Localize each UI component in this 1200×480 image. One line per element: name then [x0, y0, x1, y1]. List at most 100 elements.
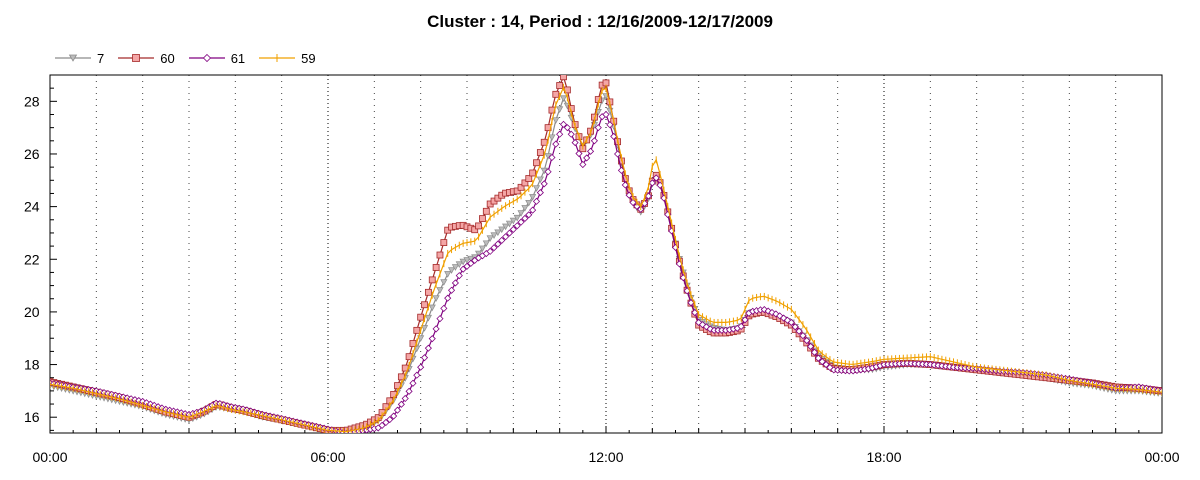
data-point-7	[455, 261, 463, 268]
data-point-61	[409, 379, 417, 387]
data-point-7	[467, 255, 475, 263]
legend-label-61: 61	[230, 50, 246, 66]
data-point-61	[737, 322, 745, 330]
data-point-60	[432, 264, 440, 271]
data-point-61	[590, 137, 598, 145]
data-point-61	[432, 325, 440, 333]
data-point-61	[799, 332, 807, 340]
data-point-7	[490, 232, 498, 240]
data-point-61	[575, 149, 583, 158]
legend-item-61: 61	[188, 50, 246, 66]
series-line-7	[50, 94, 1162, 433]
data-point-7	[474, 250, 483, 258]
data-point-61	[648, 179, 656, 187]
data-point-61	[822, 360, 830, 369]
data-point-61	[417, 363, 425, 371]
data-point-61	[791, 323, 799, 331]
data-point-61	[405, 387, 413, 395]
data-point-61	[621, 181, 629, 189]
x-tick-label: 00:00	[1144, 449, 1179, 465]
data-point-7	[509, 217, 517, 225]
data-point-61	[617, 166, 626, 174]
data-point-60	[529, 169, 537, 177]
data-point-61	[378, 421, 386, 429]
data-point-61	[606, 121, 614, 129]
data-point-61	[451, 279, 459, 287]
data-point-61	[502, 233, 510, 241]
data-point-61	[498, 236, 506, 244]
legend-item-60: 60	[118, 50, 175, 66]
data-point-61	[814, 354, 822, 362]
y-tick-label: 18	[24, 357, 40, 373]
data-point-60	[536, 149, 544, 156]
data-point-61	[691, 309, 699, 317]
data-point-7	[486, 235, 494, 242]
data-point-7	[559, 95, 568, 102]
y-tick-label: 24	[24, 199, 40, 215]
data-point-60	[471, 226, 479, 234]
data-point-61	[509, 225, 517, 233]
data-point-61	[455, 272, 463, 280]
data-point-7	[436, 287, 444, 294]
x-tick-label: 12:00	[588, 449, 623, 465]
x-tick-label: 18:00	[866, 449, 901, 465]
series-line-60	[50, 75, 1162, 431]
data-point-61	[436, 315, 444, 323]
data-point-61	[517, 218, 525, 226]
data-point-61	[486, 247, 494, 255]
data-point-60	[525, 175, 533, 182]
data-point-61	[571, 138, 579, 147]
data-point-61	[810, 348, 819, 356]
y-tick-label: 28	[24, 93, 40, 109]
data-point-61	[447, 286, 456, 294]
legend-label-59: 59	[301, 50, 316, 66]
data-point-7	[529, 194, 537, 201]
data-point-61	[687, 299, 695, 307]
data-point-60	[533, 159, 540, 167]
data-point-60	[413, 326, 421, 334]
data-point-61	[420, 354, 429, 362]
data-point-61	[505, 229, 514, 237]
y-tick-label: 20	[24, 304, 40, 320]
data-point-7	[513, 214, 521, 222]
data-point-7	[451, 264, 460, 271]
data-point-7	[459, 258, 467, 266]
legend-swatch-7	[55, 54, 91, 62]
series-7	[50, 93, 1162, 433]
data-point-60	[436, 251, 444, 259]
data-point-61	[594, 124, 602, 132]
data-point-7	[432, 295, 440, 302]
data-point-7	[556, 106, 564, 113]
data-point-60	[521, 179, 529, 187]
data-point-61	[548, 153, 556, 162]
data-point-61	[413, 371, 421, 379]
data-point-61	[467, 259, 475, 267]
legend-item-7: 7	[55, 51, 104, 66]
chart-legend: 7 60 61 59	[55, 48, 330, 68]
data-point-7	[424, 314, 432, 322]
data-point-7	[552, 117, 560, 124]
data-point-61	[818, 358, 826, 366]
legend-swatch-59	[259, 54, 296, 62]
legend-label-60: 60	[160, 50, 175, 66]
legend-swatch-60	[118, 54, 155, 62]
data-point-61	[393, 406, 402, 414]
data-point-7	[502, 223, 510, 231]
y-tick-label: 22	[24, 251, 40, 267]
data-point-61	[444, 294, 452, 302]
data-point-7	[440, 279, 448, 286]
legend-swatch-61	[188, 53, 225, 63]
data-point-61	[459, 265, 467, 273]
data-point-61	[610, 132, 618, 140]
data-point-60	[440, 239, 448, 246]
data-point-61	[559, 120, 568, 128]
data-point-61	[397, 400, 405, 408]
data-point-61	[583, 154, 591, 162]
data-point-7	[525, 199, 533, 207]
data-point-61	[424, 344, 432, 352]
data-point-61	[567, 130, 575, 138]
data-point-61	[741, 316, 749, 324]
data-point-61	[440, 304, 448, 312]
data-point-7	[532, 185, 541, 192]
